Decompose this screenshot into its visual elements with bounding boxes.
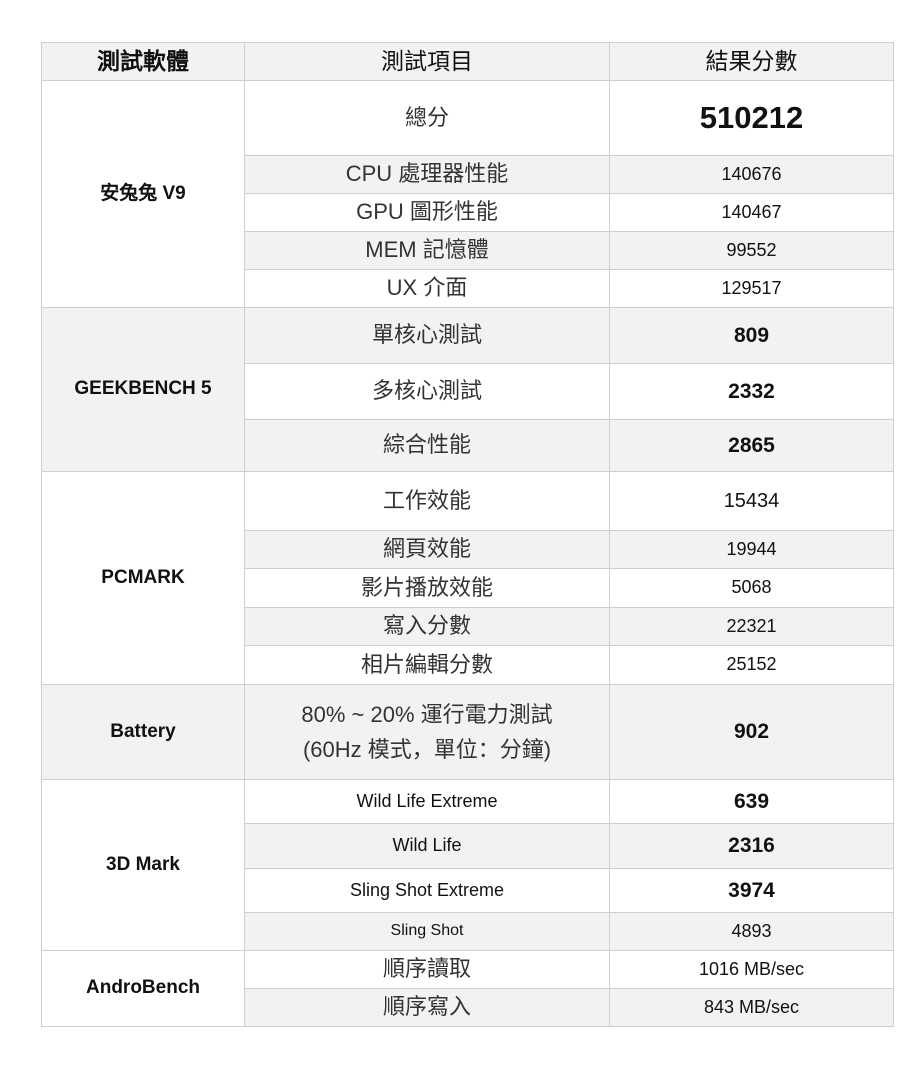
item-label: Wild Life bbox=[244, 823, 610, 869]
item-value: 140467 bbox=[609, 193, 894, 232]
group-3dmark: 3D Mark bbox=[41, 779, 245, 951]
group-androbench: AndroBench bbox=[41, 950, 245, 1027]
item-label: 寫入分數 bbox=[244, 607, 610, 646]
header-result: 結果分數 bbox=[609, 42, 894, 81]
table-row: PCMARK 工作效能 15434 bbox=[41, 471, 894, 685]
table-row: 影片播放效能 5068 bbox=[42, 568, 894, 608]
item-label: 80% ~ 20% 運行電力測試 (60Hz 模式，單位：分鐘) bbox=[244, 684, 610, 780]
group-pcmark: PCMARK bbox=[41, 471, 245, 685]
item-value: 129517 bbox=[609, 269, 894, 308]
item-value: 902 bbox=[609, 684, 894, 780]
item-label-line2: (60Hz 模式，單位：分鐘) bbox=[302, 737, 552, 762]
item-value: 22321 bbox=[609, 607, 894, 646]
item-label: Sling Shot bbox=[244, 912, 610, 951]
item-value: 99552 bbox=[609, 231, 894, 270]
item-label: 工作效能 bbox=[244, 471, 610, 531]
header-software: 測試軟體 bbox=[41, 42, 245, 81]
item-label: 單核心測試 bbox=[244, 307, 610, 364]
item-label: Sling Shot Extreme bbox=[244, 868, 610, 913]
item-value: 639 bbox=[609, 779, 894, 824]
item-value: 1016 MB/sec bbox=[609, 950, 894, 989]
table-row: 3D Mark Wild Life Extreme 639 bbox=[41, 779, 894, 951]
item-label: 順序讀取 bbox=[244, 950, 610, 989]
item-value: 2316 bbox=[609, 823, 894, 869]
item-label: Wild Life Extreme bbox=[244, 779, 610, 824]
item-value: 15434 bbox=[609, 471, 894, 531]
group-antutu: 安兔兔 V9 bbox=[41, 80, 245, 308]
item-label: 多核心測試 bbox=[244, 363, 610, 420]
table-row: 相片編輯分數 25152 bbox=[42, 645, 894, 685]
item-value: 2865 bbox=[609, 419, 894, 472]
benchmark-table: 測試軟體 測試項目 結果分數 安兔兔 V9 總分 510212 CPU 處理器性… bbox=[41, 42, 894, 1027]
table-row: 安兔兔 V9 總分 510212 bbox=[41, 80, 894, 308]
item-value: 510212 bbox=[609, 80, 894, 156]
table-row: Battery 80% ~ 20% 運行電力測試 (60Hz 模式，單位：分鐘)… bbox=[41, 684, 894, 780]
item-value: 19944 bbox=[609, 530, 894, 569]
table-row: AndroBench 順序讀取 1016 MB/sec bbox=[41, 950, 894, 1027]
table-row: Sling Shot Extreme 3974 bbox=[42, 868, 894, 913]
item-value: 843 MB/sec bbox=[609, 988, 894, 1027]
item-value: 140676 bbox=[609, 155, 894, 194]
item-value: 4893 bbox=[609, 912, 894, 951]
item-value: 5068 bbox=[609, 568, 894, 608]
item-label-line1: 80% ~ 20% 運行電力測試 bbox=[301, 701, 553, 727]
item-label: 網頁效能 bbox=[244, 530, 610, 569]
item-label: 相片編輯分數 bbox=[244, 645, 610, 685]
item-value: 25152 bbox=[609, 645, 894, 685]
header-item: 測試項目 bbox=[244, 42, 610, 81]
item-value: 3974 bbox=[609, 868, 894, 913]
item-label: 影片播放效能 bbox=[244, 568, 610, 608]
item-value: 2332 bbox=[609, 363, 894, 420]
group-battery: Battery bbox=[41, 684, 245, 780]
item-label: MEM 記憶體 bbox=[244, 231, 610, 270]
item-label: 綜合性能 bbox=[244, 419, 610, 472]
item-value: 809 bbox=[609, 307, 894, 364]
table-row: GEEKBENCH 5 單核心測試 809 bbox=[41, 307, 894, 472]
group-geekbench: GEEKBENCH 5 bbox=[41, 307, 245, 472]
item-label: 總分 bbox=[244, 80, 610, 156]
item-label: 順序寫入 bbox=[244, 988, 610, 1027]
item-label: UX 介面 bbox=[244, 269, 610, 308]
item-label: CPU 處理器性能 bbox=[244, 155, 610, 194]
table-header: 測試軟體 測試項目 結果分數 bbox=[41, 42, 894, 81]
item-label: GPU 圖形性能 bbox=[244, 193, 610, 232]
